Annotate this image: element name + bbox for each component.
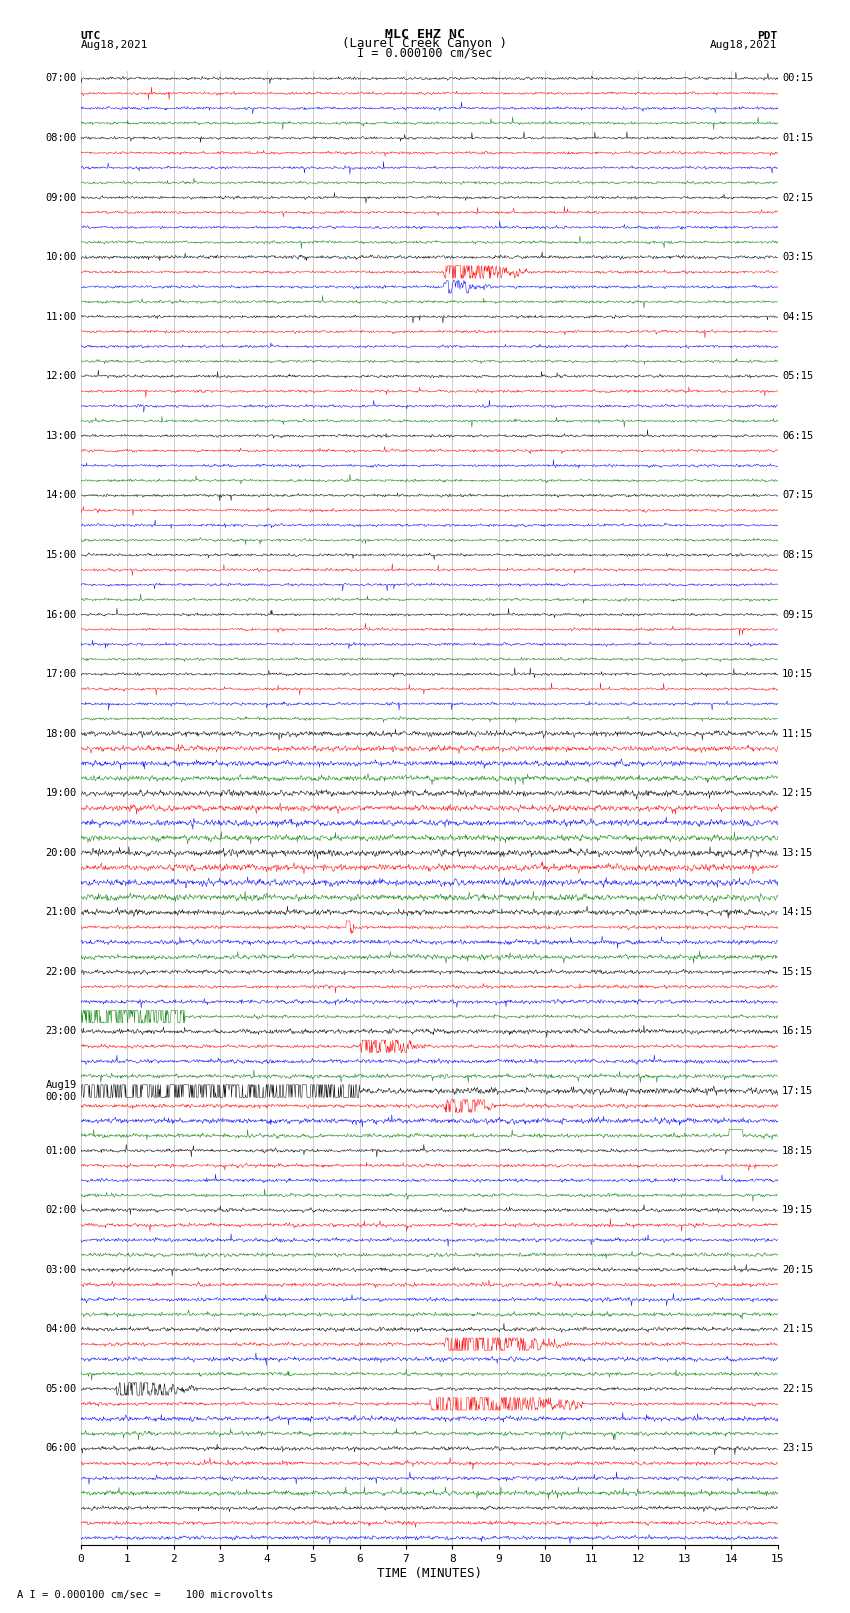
Text: I = 0.000100 cm/sec: I = 0.000100 cm/sec	[357, 47, 493, 60]
X-axis label: TIME (MINUTES): TIME (MINUTES)	[377, 1568, 482, 1581]
Text: PDT: PDT	[757, 31, 778, 40]
Text: Aug18,2021: Aug18,2021	[711, 40, 778, 50]
Text: Aug18,2021: Aug18,2021	[81, 40, 148, 50]
Text: (Laurel Creek Canyon ): (Laurel Creek Canyon )	[343, 37, 507, 50]
Text: A I = 0.000100 cm/sec =    100 microvolts: A I = 0.000100 cm/sec = 100 microvolts	[17, 1590, 273, 1600]
Text: MLC EHZ NC: MLC EHZ NC	[385, 27, 465, 40]
Text: UTC: UTC	[81, 31, 101, 40]
